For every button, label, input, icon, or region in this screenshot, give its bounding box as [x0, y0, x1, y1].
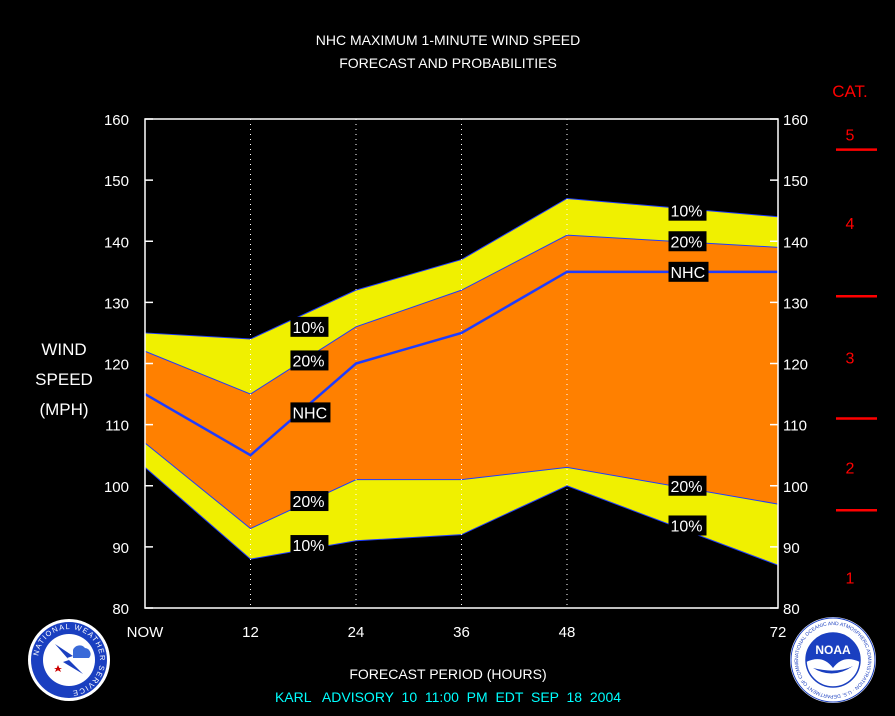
band-label-20%: 20% — [671, 234, 703, 251]
y-tick-label-left-120: 120 — [104, 357, 129, 374]
band-label-NHC: NHC — [671, 265, 706, 282]
y-tick-label-right-110: 110 — [783, 418, 807, 435]
band-label-box — [290, 316, 329, 337]
x-tick-label-NOW: NOW — [127, 624, 165, 641]
series-nhc — [144, 270, 778, 457]
y-tick-label-left-100: 100 — [104, 479, 129, 496]
x-tick-label-12: 12 — [242, 624, 259, 641]
y-axis-label-mph: (MPH) — [39, 400, 88, 419]
y-tick-label-left-150: 150 — [104, 173, 129, 190]
y-tick-label-right-100: 100 — [783, 479, 808, 496]
band-label-20%: 20% — [292, 494, 324, 511]
y-tick-label-right-90: 90 — [783, 540, 800, 557]
band-label-10%: 10% — [671, 204, 703, 221]
y-tick-label-right-120: 120 — [783, 357, 808, 374]
category-label-4: 4 — [846, 216, 855, 233]
upper-10-percent-edge — [144, 197, 779, 340]
lightning-bolt-icon — [55, 644, 83, 674]
band-label-box — [290, 402, 331, 423]
band-label-10%: 10% — [292, 538, 324, 555]
y-tick-label-left-140: 140 — [104, 234, 129, 251]
lower-10-percent-edge — [144, 467, 779, 566]
nhc-forecast-line — [144, 270, 778, 457]
probability-bands — [144, 197, 779, 566]
y-tick-label-left-110: 110 — [105, 418, 129, 435]
band-labels: 10% 20% NHC 20% 10% 10% 20% NHC 20% 10% — [290, 200, 709, 556]
band-label-box — [668, 200, 707, 221]
x-tick-label-48: 48 — [559, 624, 576, 641]
band-20-percent — [145, 235, 778, 529]
y-tick-label-left-90: 90 — [112, 540, 129, 557]
y-tick-label-right-160: 160 — [783, 112, 808, 129]
band-label-box — [668, 475, 707, 496]
y-tick-label-right-140: 140 — [783, 234, 808, 251]
band-label-10%: 10% — [671, 518, 703, 535]
x-tick-label-72: 72 — [770, 624, 787, 641]
x-axis-ticks: NOW 12 24 36 48 72 — [127, 624, 787, 641]
nws-logo: NATIONAL WEATHER SERVICE — [28, 619, 110, 701]
x-tick-label-24: 24 — [348, 624, 365, 641]
noaa-logo: NOAA NATIONAL OCEANIC AND ATMOSPHERIC AD… — [790, 617, 876, 703]
cloud-icon — [73, 645, 91, 658]
category-label-2: 2 — [846, 460, 855, 477]
band-label-NHC: NHC — [292, 405, 327, 422]
x-axis-label: FORECAST PERIOD (HOURS) — [349, 666, 546, 682]
x-tick-label-36: 36 — [453, 624, 470, 641]
band-label-20%: 20% — [292, 353, 324, 370]
advisory-footer: KARL ADVISORY 10 11:00 PM EDT SEP 18 200… — [275, 689, 621, 705]
y-tick-label-left-160: 160 — [104, 112, 129, 129]
category-label-5: 5 — [846, 127, 855, 144]
band-label-10%: 10% — [292, 320, 324, 337]
y-tick-label-right-130: 130 — [783, 295, 808, 312]
star-icon — [54, 665, 62, 672]
y-axis-label-wind: WIND — [41, 340, 86, 359]
chart-title-line2: FORECAST AND PROBABILITIES — [339, 55, 557, 71]
lower-20-percent-edge — [144, 442, 779, 530]
y-tick-label-right-80: 80 — [783, 601, 800, 618]
category-header: CAT. — [832, 82, 868, 101]
category-label-1: 1 — [846, 570, 855, 587]
band-label-box — [668, 261, 709, 282]
band-label-box — [668, 231, 707, 252]
band-label-box — [290, 491, 329, 512]
y-tick-label-left-130: 130 — [104, 295, 129, 312]
band-label-box — [668, 515, 707, 536]
y-tick-label-right-150: 150 — [783, 173, 808, 190]
band-label-box — [290, 350, 329, 371]
upper-20-percent-edge — [144, 234, 779, 395]
chart-title-line1: NHC MAXIMUM 1-MINUTE WIND SPEED — [316, 32, 580, 48]
y-axis-ticks: 80 80 90 90 100 100 110 110 120 120 130 130 140 140 15… — [104, 112, 808, 618]
y-axis-label-speed: SPEED — [35, 370, 93, 389]
band-label-box — [290, 535, 329, 556]
category-label-3: 3 — [846, 350, 855, 367]
y-tick-label-left-80: 80 — [112, 601, 129, 618]
category-scale: 1 2 3 4 5 — [836, 127, 877, 587]
band-label-20%: 20% — [671, 479, 703, 496]
noaa-logo-text: NOAA — [815, 643, 851, 657]
